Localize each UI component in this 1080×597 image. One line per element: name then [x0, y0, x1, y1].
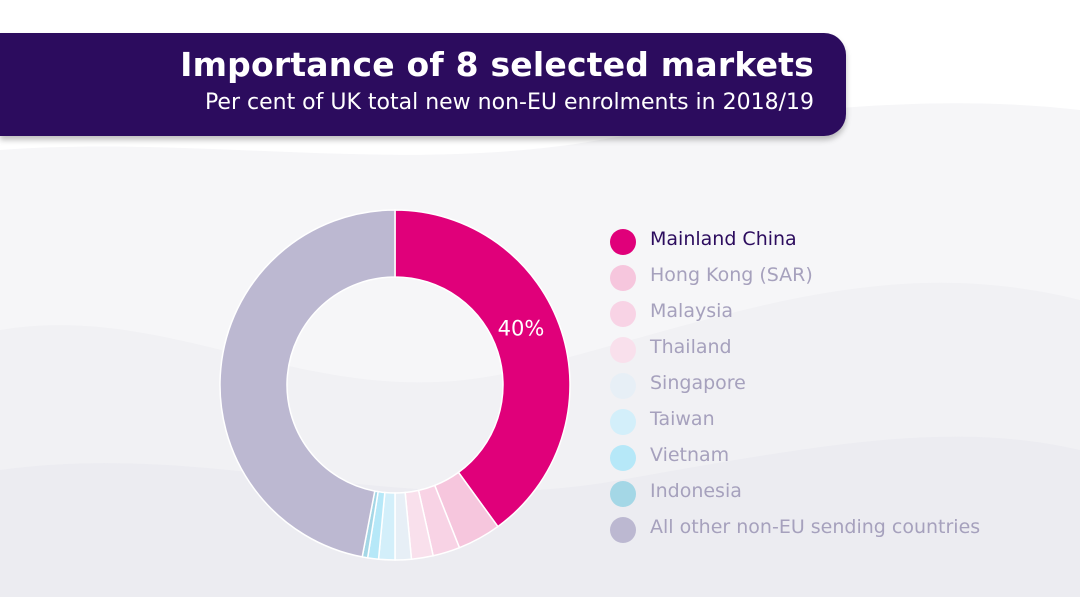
legend-label: Vietnam — [650, 444, 730, 466]
legend-label: Malaysia — [650, 300, 734, 322]
donut-slice-mainland-china — [394, 209, 571, 528]
legend-swatch — [610, 409, 636, 435]
legend-swatch — [610, 517, 636, 543]
donut-chart: 40% — [219, 209, 571, 561]
legend-label: Taiwan — [650, 408, 715, 430]
chart-title: Importance of 8 selected markets — [180, 45, 814, 84]
legend-swatch — [610, 373, 636, 399]
data-label: 40% — [498, 317, 545, 341]
legend-label: Thailand — [650, 336, 732, 358]
legend-label: Hong Kong (SAR) — [650, 264, 813, 286]
legend-swatch — [610, 337, 636, 363]
chart-subtitle: Per cent of UK total new non-EU enrolmen… — [204, 90, 814, 115]
donut-slice-all-other-non-eu-sending-countries — [219, 209, 396, 558]
title-banner: Importance of 8 selected markets Per cen… — [0, 33, 846, 136]
legend-label: All other non-EU sending countries — [650, 516, 981, 538]
legend-label: Mainland China — [650, 228, 797, 250]
legend-label: Indonesia — [650, 480, 742, 502]
legend-swatch — [610, 481, 636, 507]
legend-swatch — [610, 445, 636, 471]
legend-swatch — [610, 301, 636, 327]
legend-swatch — [610, 265, 636, 291]
legend-label: Singapore — [650, 372, 746, 394]
legend-swatch — [610, 229, 636, 255]
